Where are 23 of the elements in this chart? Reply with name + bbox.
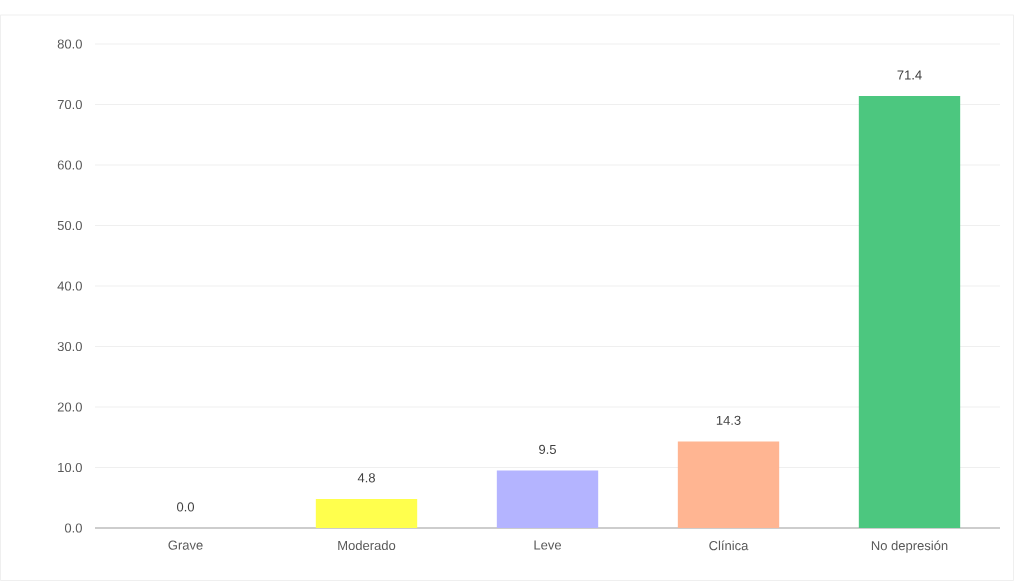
data-label: 71.4 <box>897 70 922 80</box>
data-label: 9.5 <box>539 444 556 454</box>
bar <box>858 96 961 528</box>
x-tick-label: Grave <box>168 540 203 550</box>
y-tick-label: 10.0 <box>58 462 82 473</box>
y-tick-label: 0.0 <box>64 523 82 533</box>
data-label: 0.0 <box>176 502 195 512</box>
y-tick-label: 60.0 <box>57 160 82 170</box>
y-tick-label: 50.0 <box>57 220 82 231</box>
bar <box>496 470 599 528</box>
x-tick-label: Clínica <box>709 540 749 551</box>
x-tick-label: Moderado <box>338 540 396 551</box>
bar <box>315 498 418 528</box>
y-tick-label: 20.0 <box>57 402 82 412</box>
y-tick-label: 40.0 <box>57 281 82 291</box>
y-tick-label: 80.0 <box>57 39 82 49</box>
x-tick-label: No depresión <box>871 540 948 553</box>
y-tick-label: 70.0 <box>57 99 82 110</box>
data-label: 14.3 <box>716 415 741 425</box>
bar <box>677 441 780 528</box>
data-label: 4.8 <box>357 473 375 483</box>
y-tick-label: 30.0 <box>57 341 82 352</box>
x-tick-label: Leve <box>534 540 562 550</box>
